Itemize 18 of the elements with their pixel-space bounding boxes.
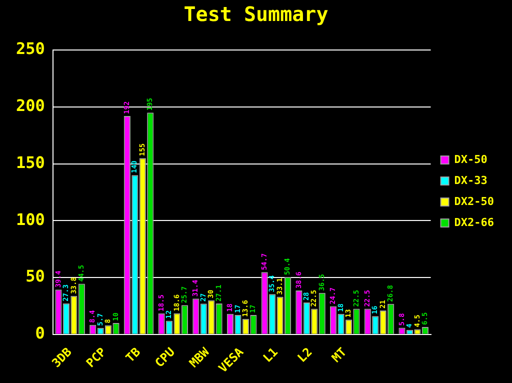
y-tick-label: 50	[26, 266, 45, 286]
legend-label: DX2-66	[454, 216, 494, 229]
x-tick-label: MT	[329, 344, 350, 366]
chart-title: Test Summary	[184, 2, 328, 26]
y-tick-label: 0	[35, 324, 45, 343]
legend-label: DX-33	[454, 174, 488, 187]
x-tick-label: L1	[260, 344, 281, 366]
x-tick-label: 3DB	[49, 344, 74, 370]
y-tick-label: 250	[16, 39, 45, 58]
x-tick-label: L2	[294, 344, 315, 366]
legend-label: DX-50	[454, 152, 488, 166]
y-tick-label: 150	[16, 152, 45, 172]
x-tick-label: TB	[122, 344, 144, 366]
y-tick-label: 200	[16, 96, 45, 116]
x-tick-label: CPU	[152, 344, 178, 370]
legend-label: DX2-50	[454, 194, 494, 208]
y-tick-label: 100	[16, 210, 45, 229]
x-tick-label: PCP	[84, 344, 109, 370]
